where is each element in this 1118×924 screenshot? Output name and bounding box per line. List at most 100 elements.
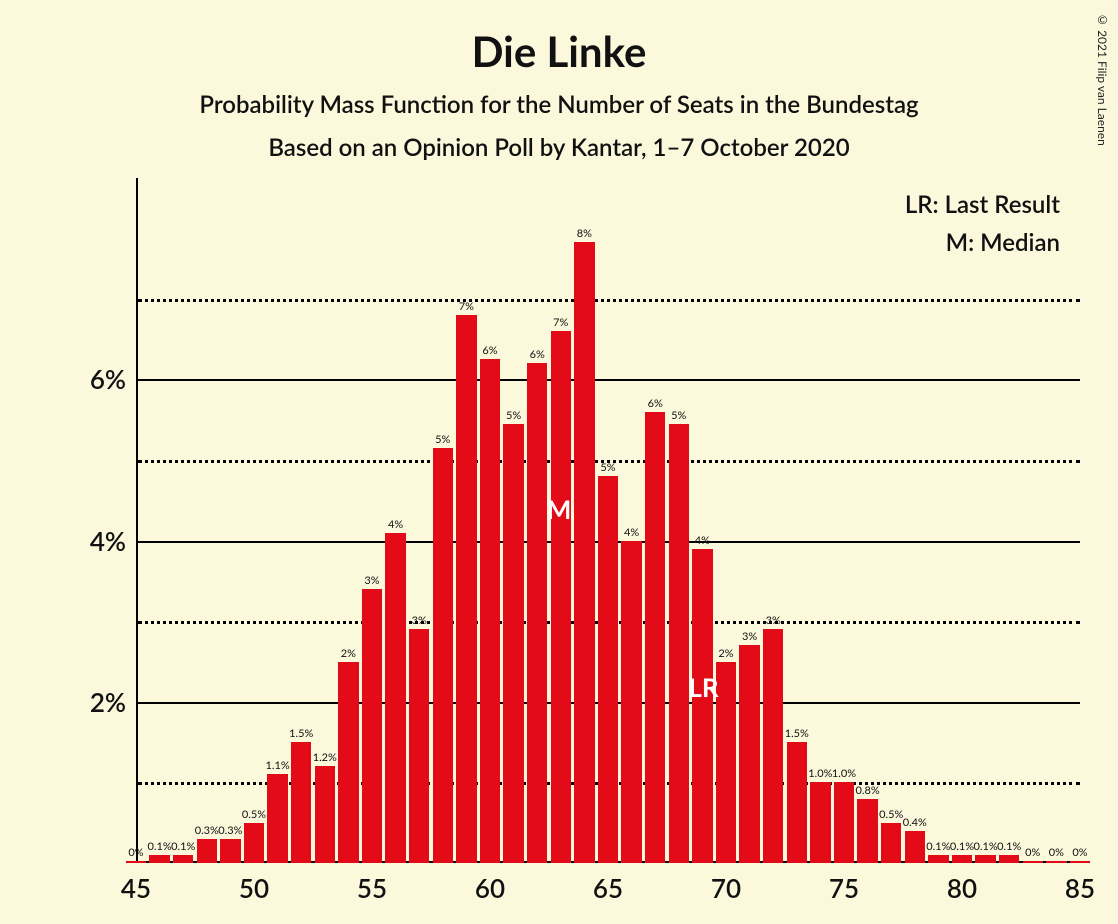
bar: 7% bbox=[551, 331, 571, 863]
bar: 4% bbox=[692, 549, 712, 863]
bar-value-label: 1.2% bbox=[313, 751, 337, 764]
bar: 0.1% bbox=[928, 855, 948, 863]
bar-value-label: 4% bbox=[388, 518, 403, 531]
bar: 4% bbox=[621, 541, 641, 863]
bar-value-label: 0.3% bbox=[218, 824, 242, 837]
bar: 0.1% bbox=[173, 855, 193, 863]
bar-value-label: 1.0% bbox=[832, 767, 856, 780]
x-tick-label: 75 bbox=[829, 872, 859, 904]
bar-value-label: 5% bbox=[435, 433, 450, 446]
legend-m: M: Median bbox=[905, 224, 1060, 262]
bar: 0.5% bbox=[881, 823, 901, 863]
bar-value-label: 7% bbox=[553, 316, 568, 329]
bar-value-label: 0.1% bbox=[973, 840, 997, 853]
bar-value-label: 4% bbox=[695, 534, 710, 547]
bar: 0.8% bbox=[857, 799, 877, 863]
marker-lr: LR bbox=[688, 671, 718, 703]
bar-value-label: 3% bbox=[766, 614, 781, 627]
bar: 1.5% bbox=[291, 742, 311, 863]
bar: 1.0% bbox=[810, 782, 830, 863]
chart-subtitle-2: Based on an Opinion Poll by Kantar, 1–7 … bbox=[0, 133, 1118, 162]
bar: 5% bbox=[433, 448, 453, 863]
bar-value-label: 0.1% bbox=[950, 840, 974, 853]
x-tick-label: 55 bbox=[357, 872, 387, 904]
bar-value-label: 1.0% bbox=[808, 767, 832, 780]
bar-value-label: 0.4% bbox=[903, 816, 927, 829]
bar: 5% bbox=[503, 424, 523, 863]
x-tick-label: 45 bbox=[121, 872, 151, 904]
marker-m: M bbox=[547, 493, 572, 525]
bar: 0% bbox=[1070, 861, 1090, 863]
x-tick-label: 65 bbox=[593, 872, 623, 904]
bar-value-label: 1.5% bbox=[289, 727, 313, 740]
bar-value-label: 0% bbox=[128, 846, 143, 859]
bar: 7% bbox=[456, 315, 476, 863]
bar: 0.3% bbox=[220, 839, 240, 863]
bar-value-label: 8% bbox=[577, 227, 592, 240]
bar: 1.5% bbox=[787, 742, 807, 863]
bar: 0% bbox=[1046, 861, 1066, 863]
bar: 3% bbox=[763, 629, 783, 863]
x-tick-label: 50 bbox=[239, 872, 269, 904]
bar: 5% bbox=[598, 476, 618, 863]
x-tick-label: 80 bbox=[947, 872, 977, 904]
bar-value-label: 2% bbox=[718, 647, 733, 660]
bar: 1.1% bbox=[267, 774, 287, 863]
bar: 1.0% bbox=[834, 782, 854, 863]
bar: 0% bbox=[126, 861, 146, 863]
bar: 3% bbox=[409, 629, 429, 863]
bar: 1.2% bbox=[315, 766, 335, 863]
bar: 0.5% bbox=[244, 823, 264, 863]
y-tick-label: 2% bbox=[76, 686, 126, 718]
chart-subtitle-1: Probability Mass Function for the Number… bbox=[0, 90, 1118, 119]
bar-value-label: 3% bbox=[412, 614, 427, 627]
bar-value-label: 0% bbox=[1049, 846, 1064, 859]
bar-value-label: 0% bbox=[1072, 846, 1087, 859]
legend: LR: Last Result M: Median bbox=[905, 186, 1060, 263]
bar-value-label: 5% bbox=[506, 409, 521, 422]
bar-value-label: 0.8% bbox=[855, 784, 879, 797]
title-block: Die Linke Probability Mass Function for … bbox=[0, 0, 1118, 162]
bar-value-label: 7% bbox=[459, 300, 474, 313]
bar: 3% bbox=[362, 589, 382, 863]
bar-value-label: 0.1% bbox=[147, 840, 171, 853]
bar: 0.1% bbox=[975, 855, 995, 863]
bar-value-label: 6% bbox=[482, 344, 497, 357]
y-tick-label: 4% bbox=[76, 525, 126, 557]
bar-value-label: 0.5% bbox=[242, 808, 266, 821]
x-tick-label: 70 bbox=[711, 872, 741, 904]
bar-value-label: 0.5% bbox=[879, 808, 903, 821]
bar: 0.1% bbox=[999, 855, 1019, 863]
bar: 8% bbox=[574, 242, 594, 863]
bar-value-label: 1.1% bbox=[265, 759, 289, 772]
bar: 2% bbox=[338, 662, 358, 863]
y-tick-label: 6% bbox=[76, 363, 126, 395]
bar-value-label: 0% bbox=[1025, 846, 1040, 859]
bars-layer: 0%0.1%0.1%0.3%0.3%0.5%1.1%1.5%1.2%2%3%4%… bbox=[136, 178, 1080, 863]
x-tick-label: 60 bbox=[475, 872, 505, 904]
bar: 0.3% bbox=[197, 839, 217, 863]
legend-lr: LR: Last Result bbox=[905, 186, 1060, 224]
bar: 0.1% bbox=[952, 855, 972, 863]
bar-value-label: 0.3% bbox=[195, 824, 219, 837]
bar-value-label: 0.1% bbox=[997, 840, 1021, 853]
bar-value-label: 6% bbox=[530, 348, 545, 361]
bar: 6% bbox=[527, 363, 547, 863]
bar-value-label: 4% bbox=[624, 526, 639, 539]
bar-value-label: 2% bbox=[341, 647, 356, 660]
bar-value-label: 3% bbox=[364, 574, 379, 587]
bar: 6% bbox=[645, 412, 665, 863]
bar: 0.4% bbox=[905, 831, 925, 863]
x-tick-label: 85 bbox=[1065, 872, 1095, 904]
copyright-text: © 2021 Filip van Laenen bbox=[1095, 12, 1110, 146]
bar: 3% bbox=[739, 645, 759, 863]
bar: 4% bbox=[385, 533, 405, 863]
bar: 6% bbox=[480, 359, 500, 863]
bar-value-label: 3% bbox=[742, 630, 757, 643]
bar: 5% bbox=[669, 424, 689, 863]
bar-value-label: 1.5% bbox=[785, 727, 809, 740]
bar-value-label: 5% bbox=[600, 461, 615, 474]
bar-value-label: 6% bbox=[648, 397, 663, 410]
bar-value-label: 0.1% bbox=[926, 840, 950, 853]
bar-value-label: 5% bbox=[671, 409, 686, 422]
